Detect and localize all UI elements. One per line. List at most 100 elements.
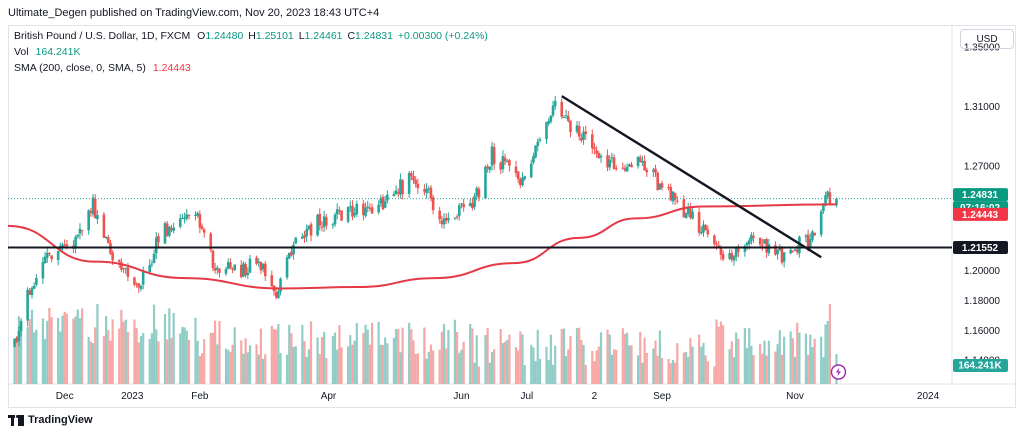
volume-bar <box>187 340 191 384</box>
candle-body <box>290 251 293 256</box>
sma-200-line <box>7 203 837 290</box>
volume-bar <box>272 328 276 384</box>
candle-body <box>468 203 472 207</box>
candle-body <box>808 239 812 249</box>
volume-bar <box>721 325 725 384</box>
candle-body <box>93 198 97 218</box>
candle-body <box>316 214 319 236</box>
volume-bar <box>791 338 794 384</box>
candle-body <box>309 224 313 236</box>
candle-body <box>229 262 232 269</box>
candle-body <box>636 156 640 167</box>
volume-bar <box>471 328 474 384</box>
volume-bar <box>575 328 579 384</box>
volume-bar <box>377 321 380 384</box>
candle-body <box>148 265 152 273</box>
candle-body <box>48 252 51 255</box>
volume-bar <box>700 346 703 384</box>
last-price-tag-bg <box>953 188 1008 202</box>
candle-body <box>263 263 267 277</box>
volume-bar <box>78 318 82 384</box>
volume-bar <box>41 318 44 384</box>
legend-sma-row[interactable]: SMA (200, close, 0, SMA, 5) 1.24443 <box>14 62 191 74</box>
volume-bar <box>578 327 581 384</box>
volume-bar <box>229 351 232 384</box>
candle-body <box>248 258 252 273</box>
volume-bar <box>355 323 358 384</box>
candle-body <box>257 261 261 263</box>
candle-body <box>292 244 295 255</box>
candle-body <box>551 105 555 116</box>
volume-bar <box>290 333 293 384</box>
candle-body <box>793 249 797 251</box>
volume-bar <box>366 329 369 384</box>
volume-bar <box>15 342 18 384</box>
candle-body <box>431 197 435 211</box>
candle-body <box>427 188 431 190</box>
volume-bar <box>667 358 670 384</box>
volume-bar <box>347 346 350 384</box>
lightning-icon[interactable] <box>830 364 847 380</box>
candle-body <box>824 195 827 205</box>
candle-body <box>660 183 664 188</box>
volume-bar <box>410 329 413 384</box>
drawings[interactable] <box>8 95 952 259</box>
volume-bar <box>425 358 428 384</box>
candle-body <box>471 202 474 209</box>
volume-bar <box>503 341 507 384</box>
legend-ohlc-close: C1.24831 <box>347 30 393 42</box>
volume-bar <box>255 344 258 384</box>
volume-bar <box>231 344 234 384</box>
candle-body <box>758 237 762 245</box>
tradingview-logo[interactable]: TradingView <box>8 414 93 426</box>
volume-bar <box>91 343 95 384</box>
candle-body <box>255 257 258 264</box>
candle-body <box>50 255 53 260</box>
currency-button[interactable]: USD <box>960 29 1014 49</box>
volume-bar <box>824 324 827 384</box>
volume-bar <box>57 317 60 384</box>
volume-bar <box>453 319 457 384</box>
candle-body <box>35 278 38 285</box>
volume-bar <box>445 348 448 384</box>
volume-bar <box>469 324 472 384</box>
candle-body <box>630 164 633 168</box>
candle-body <box>340 210 343 221</box>
volume-bar <box>719 321 723 384</box>
candle-body <box>813 232 816 236</box>
volume-bar <box>198 356 201 384</box>
volume-bar <box>318 353 321 384</box>
candle-body <box>625 167 629 172</box>
volume-bar <box>277 323 280 384</box>
support-price-tag-bg <box>953 240 1008 254</box>
volume-bar <box>65 313 68 384</box>
legend-volume-row[interactable]: Vol 164.241K <box>14 46 81 58</box>
candle-body <box>307 225 311 230</box>
volume-bar <box>179 333 182 384</box>
volume-bar <box>349 335 352 384</box>
volume-bar <box>538 358 542 384</box>
candle-body <box>505 161 509 163</box>
volume-bar <box>565 356 568 384</box>
candle-body <box>150 263 154 265</box>
candle-body <box>654 168 657 173</box>
volume-bar <box>257 354 260 384</box>
candle-body <box>139 286 143 289</box>
candle-body <box>538 139 542 141</box>
sma-line <box>7 203 837 290</box>
candle-body <box>366 206 370 209</box>
candle-body <box>621 167 625 169</box>
volume-bar <box>826 320 829 384</box>
candle-body <box>91 197 95 215</box>
candle-body <box>233 264 237 270</box>
volume-bar <box>87 336 90 384</box>
volume-bars <box>13 304 838 384</box>
candle-body <box>638 157 642 162</box>
candle-body <box>477 189 481 198</box>
candle-body <box>17 330 21 341</box>
candle-body <box>713 235 716 245</box>
legend-symbol-row[interactable]: British Pound / U.S. Dollar, 1D, FXCM O1… <box>14 30 488 42</box>
volume-bar <box>124 319 127 384</box>
candle-body <box>277 291 280 299</box>
